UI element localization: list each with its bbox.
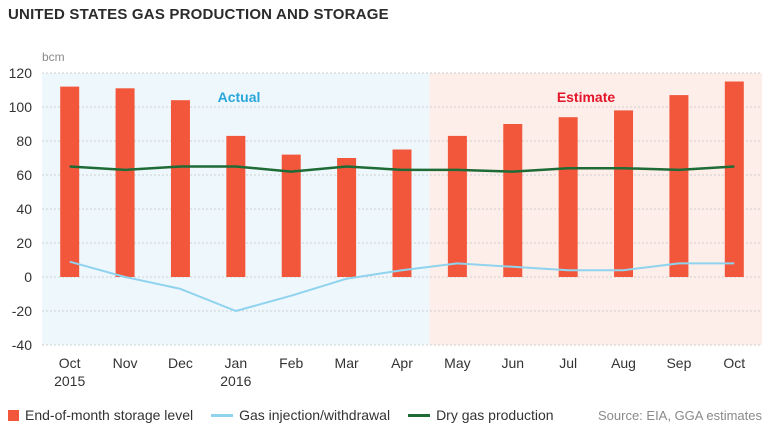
legend-item-storage: End-of-month storage level — [8, 407, 193, 423]
y-tick-label: 40 — [16, 201, 32, 217]
legend-label-storage: End-of-month storage level — [25, 407, 194, 423]
x-tick-label: Jan — [225, 355, 248, 371]
x-tick-label: Sep — [666, 355, 691, 371]
y-tick-label: 120 — [9, 65, 33, 81]
estimate-label: Estimate — [557, 89, 616, 105]
x-tick-label: Oct — [59, 355, 81, 371]
y-tick-label: -20 — [12, 303, 32, 319]
x-tick-label: Jul — [559, 355, 577, 371]
legend: End-of-month storage level Gas injection… — [8, 407, 572, 423]
y-tick-label: 0 — [24, 269, 32, 285]
injection-withdrawal-line — [69, 260, 735, 312]
x-tick-label: Oct — [723, 355, 745, 371]
legend-label-injection: Gas injection/withdrawal — [239, 407, 391, 423]
x-tick-label: Apr — [391, 355, 413, 371]
storage-bar — [170, 100, 190, 277]
storage-bar — [724, 81, 744, 277]
x-tick-year-label: 2016 — [220, 373, 251, 389]
y-tick-label: 100 — [9, 99, 33, 115]
legend-item-production: Dry gas production — [408, 407, 554, 423]
storage-bar — [503, 124, 523, 277]
storage-bar — [226, 135, 246, 277]
storage-bar — [115, 88, 135, 277]
storage-bar — [392, 149, 412, 277]
chart-title: UNITED STATES GAS PRODUCTION AND STORAGE — [8, 6, 389, 23]
storage-bar — [669, 95, 689, 277]
y-axis-unit: bcm — [42, 50, 65, 64]
chart-plot: -40 -20 0 20 40 60 80 100 120 Actual Estimate Oct 20… — [9, 65, 762, 389]
x-tick-label: Nov — [113, 355, 138, 371]
x-tick-label: Dec — [168, 355, 193, 371]
legend-label-production: Dry gas production — [436, 407, 554, 423]
dry-gas-production-line — [69, 165, 735, 173]
y-tick-label: -40 — [12, 337, 32, 353]
x-tick-label: Jun — [501, 355, 524, 371]
legend-swatch-injection — [211, 413, 234, 417]
legend-swatch-storage — [8, 409, 19, 421]
y-tick-label: 80 — [16, 133, 32, 149]
storage-bar — [60, 86, 80, 277]
storage-bar — [558, 117, 578, 277]
x-tick-label: Mar — [335, 355, 359, 371]
y-tick-label: 60 — [16, 167, 32, 183]
x-tick-label: Feb — [279, 355, 303, 371]
source-note: Source: EIA, GGA estimates — [597, 408, 762, 423]
x-tick-year-label: 2015 — [54, 373, 85, 389]
legend-swatch-production — [408, 413, 431, 417]
x-tick-label: Aug — [611, 355, 636, 371]
y-tick-label: 20 — [16, 235, 32, 251]
storage-bar — [337, 158, 357, 277]
storage-bar — [447, 135, 467, 277]
storage-bar — [281, 154, 301, 277]
legend-item-injection: Gas injection/withdrawal — [211, 407, 390, 423]
x-tick-label: May — [444, 355, 470, 371]
storage-bar — [614, 110, 634, 278]
actual-label: Actual — [218, 89, 261, 105]
